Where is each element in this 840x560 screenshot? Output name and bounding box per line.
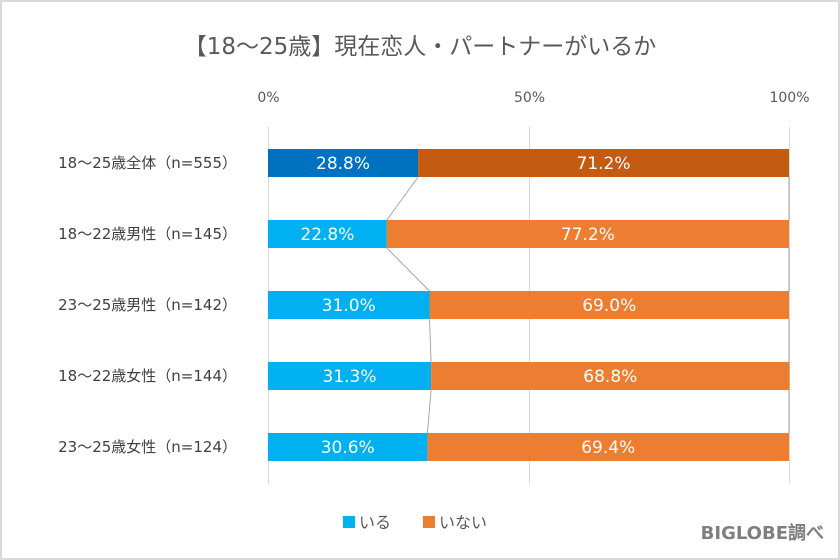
bar-segment-inai	[418, 149, 789, 177]
bar-segment-iru	[268, 433, 428, 461]
x-axis-ticks: 0% 50% 100%	[257, 90, 809, 106]
data-label: 31.0%	[322, 296, 376, 316]
x-tick-label: 50%	[514, 90, 545, 106]
series-line	[386, 247, 430, 292]
legend-item-inai[interactable]: いない	[423, 513, 487, 532]
bar-segment-iru	[268, 291, 430, 319]
category-label: 18～22歳男性（n=145）	[58, 225, 237, 243]
bar-segment-iru	[268, 362, 432, 390]
bar-segment-iru	[268, 220, 387, 248]
bar-segment-iru	[268, 149, 419, 177]
chart-title: 【18～25歳】現在恋人・パートナーがいるか	[184, 34, 657, 60]
bar-segment-inai	[427, 433, 789, 461]
legend-label-inai: いない	[439, 513, 487, 532]
legend-swatch-inai	[423, 516, 435, 528]
series-line	[429, 318, 432, 363]
data-label: 68.8%	[583, 367, 637, 387]
source-note: BIGLOBE調べ	[701, 522, 824, 544]
bar-segment-inai	[431, 362, 790, 390]
x-tick-label: 100%	[769, 90, 809, 106]
category-label: 23～25歳男性（n=142）	[58, 296, 237, 314]
series-lines	[386, 176, 790, 434]
legend-item-iru[interactable]: いる	[343, 513, 391, 532]
category-label: 18～25歳全体（n=555）	[58, 154, 237, 172]
data-label: 22.8%	[300, 225, 354, 245]
legend-label-iru: いる	[359, 513, 391, 532]
category-label: 23～25歳女性（n=124）	[58, 438, 237, 456]
category-labels: 18～25歳全体（n=555） 18～22歳男性（n=145） 23～25歳男性（n…	[58, 154, 237, 456]
data-label: 69.4%	[581, 438, 635, 458]
series-line	[426, 389, 432, 434]
data-label: 71.2%	[577, 154, 631, 174]
bars: 28.8% 71.2% 22.8% 77.2% 31.0% 69.0% 31.3% 68.8%…	[268, 149, 790, 461]
data-label: 30.6%	[321, 438, 375, 458]
data-label: 28.8%	[316, 154, 370, 174]
legend: いる いない	[343, 513, 487, 532]
data-label: 77.2%	[561, 225, 615, 245]
series-line	[386, 176, 419, 221]
data-label: 31.3%	[323, 367, 377, 387]
data-label: 69.0%	[582, 296, 636, 316]
legend-swatch-iru	[343, 516, 355, 528]
bar-segment-inai	[429, 291, 789, 319]
bar-segment-inai	[386, 220, 789, 248]
category-label: 18～22歳女性（n=144）	[58, 367, 237, 385]
x-tick-label: 0%	[257, 90, 279, 106]
